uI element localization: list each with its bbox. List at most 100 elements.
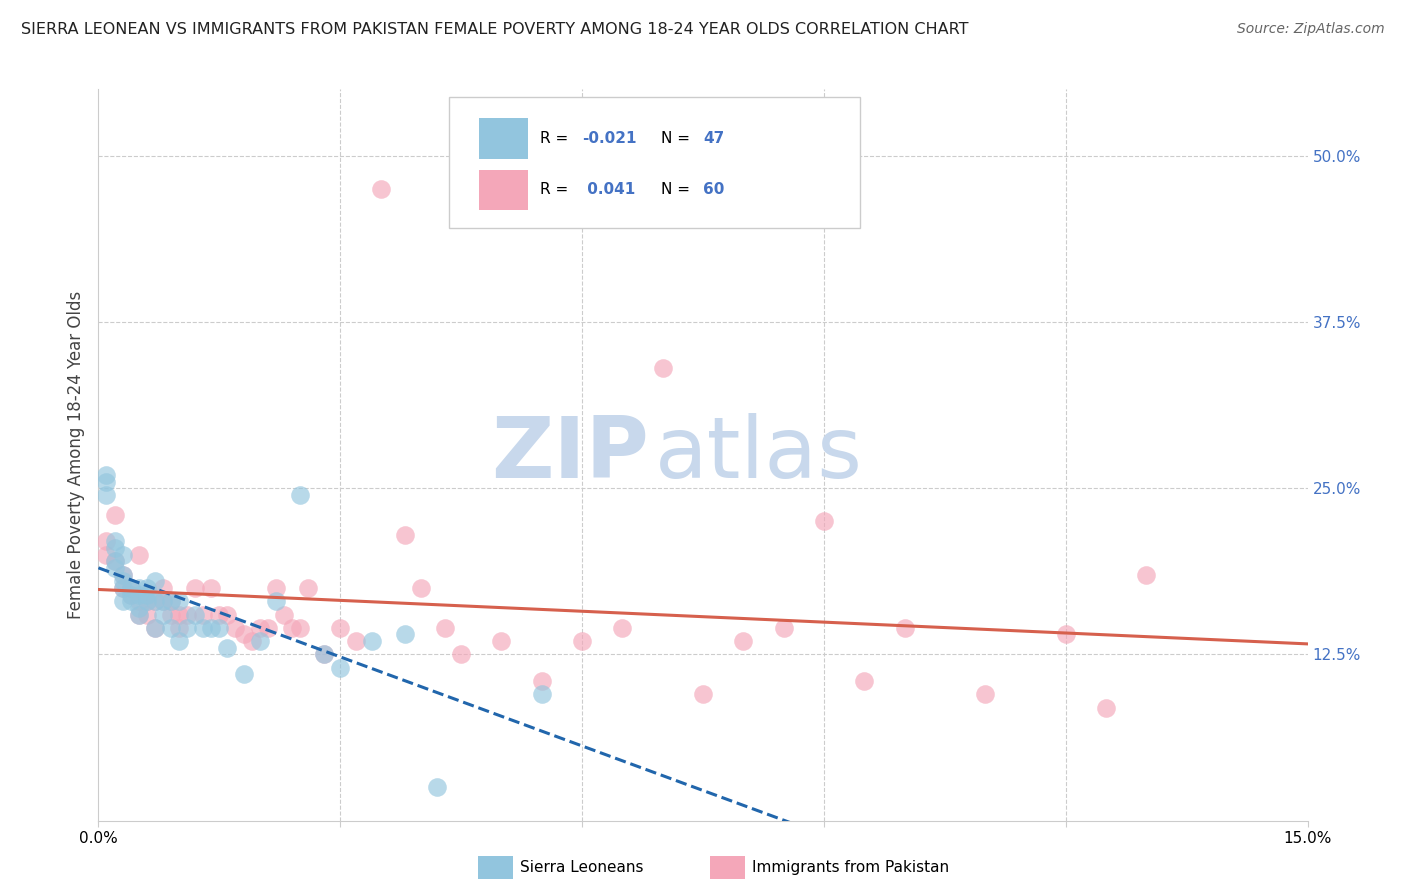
Point	[571, 634, 593, 648]
Point	[111, 567, 134, 582]
Point	[273, 607, 295, 622]
Point	[329, 661, 352, 675]
Point	[733, 634, 755, 648]
Point	[103, 561, 125, 575]
Point	[120, 588, 142, 602]
Text: Immigrants from Pakistan: Immigrants from Pakistan	[752, 860, 949, 874]
Point	[329, 621, 352, 635]
Point	[167, 634, 190, 648]
Point	[394, 627, 416, 641]
Point	[314, 648, 336, 662]
Point	[135, 594, 157, 608]
Point	[143, 594, 166, 608]
Point	[152, 594, 174, 608]
Point	[256, 621, 278, 635]
Point	[167, 621, 190, 635]
Point	[1135, 567, 1157, 582]
Point	[249, 621, 271, 635]
Point	[111, 581, 134, 595]
Point	[344, 634, 367, 648]
Point	[434, 621, 457, 635]
Point	[974, 687, 997, 701]
Point	[135, 607, 157, 622]
Point	[314, 648, 336, 662]
Point	[160, 607, 183, 622]
Point	[612, 621, 634, 635]
Point	[96, 534, 118, 549]
Point	[240, 634, 263, 648]
Y-axis label: Female Poverty Among 18-24 Year Olds: Female Poverty Among 18-24 Year Olds	[66, 291, 84, 619]
Bar	[479, 119, 527, 159]
Text: atlas: atlas	[655, 413, 863, 497]
Point	[160, 594, 183, 608]
Text: N =: N =	[661, 131, 695, 145]
Point	[103, 508, 125, 522]
Point	[128, 588, 150, 602]
Point	[200, 581, 222, 595]
Point	[264, 594, 287, 608]
Point	[450, 648, 472, 662]
Point	[176, 607, 198, 622]
Point	[893, 621, 915, 635]
FancyBboxPatch shape	[449, 96, 860, 228]
Point	[193, 607, 215, 622]
Point	[297, 581, 319, 595]
Point	[103, 534, 125, 549]
Point	[394, 527, 416, 541]
Point	[135, 594, 157, 608]
Point	[288, 621, 311, 635]
Point	[530, 673, 553, 688]
Point	[111, 574, 134, 589]
Point	[96, 467, 118, 482]
Point	[143, 574, 166, 589]
Bar	[479, 169, 527, 210]
Point	[772, 621, 794, 635]
Point	[208, 621, 231, 635]
Point	[264, 581, 287, 595]
Text: Source: ZipAtlas.com: Source: ZipAtlas.com	[1237, 22, 1385, 37]
Point	[120, 588, 142, 602]
Point	[217, 607, 239, 622]
Point	[184, 581, 207, 595]
Point	[96, 548, 118, 562]
Point	[120, 581, 142, 595]
Point	[160, 621, 183, 635]
Point	[200, 621, 222, 635]
Point	[288, 488, 311, 502]
Point	[111, 567, 134, 582]
Point	[135, 581, 157, 595]
Point	[491, 634, 513, 648]
Point	[249, 634, 271, 648]
Text: 0.041: 0.041	[582, 182, 636, 197]
Point	[128, 607, 150, 622]
Point	[135, 588, 157, 602]
Point	[167, 594, 190, 608]
Point	[143, 594, 166, 608]
Text: R =: R =	[540, 182, 572, 197]
Text: Sierra Leoneans: Sierra Leoneans	[520, 860, 644, 874]
Point	[96, 475, 118, 489]
Point	[184, 607, 207, 622]
Point	[409, 581, 432, 595]
Point	[193, 621, 215, 635]
Text: SIERRA LEONEAN VS IMMIGRANTS FROM PAKISTAN FEMALE POVERTY AMONG 18-24 YEAR OLDS : SIERRA LEONEAN VS IMMIGRANTS FROM PAKIST…	[21, 22, 969, 37]
Point	[813, 515, 835, 529]
Point	[208, 607, 231, 622]
Point	[111, 581, 134, 595]
Point	[176, 621, 198, 635]
Point	[128, 607, 150, 622]
Point	[361, 634, 384, 648]
Point	[143, 621, 166, 635]
Point	[152, 594, 174, 608]
Point	[143, 621, 166, 635]
Point	[96, 488, 118, 502]
Point	[103, 554, 125, 568]
Text: 60: 60	[703, 182, 724, 197]
Point	[103, 541, 125, 555]
Point	[152, 607, 174, 622]
Point	[160, 594, 183, 608]
Point	[370, 182, 392, 196]
Point	[111, 594, 134, 608]
Point	[530, 687, 553, 701]
Point	[128, 594, 150, 608]
